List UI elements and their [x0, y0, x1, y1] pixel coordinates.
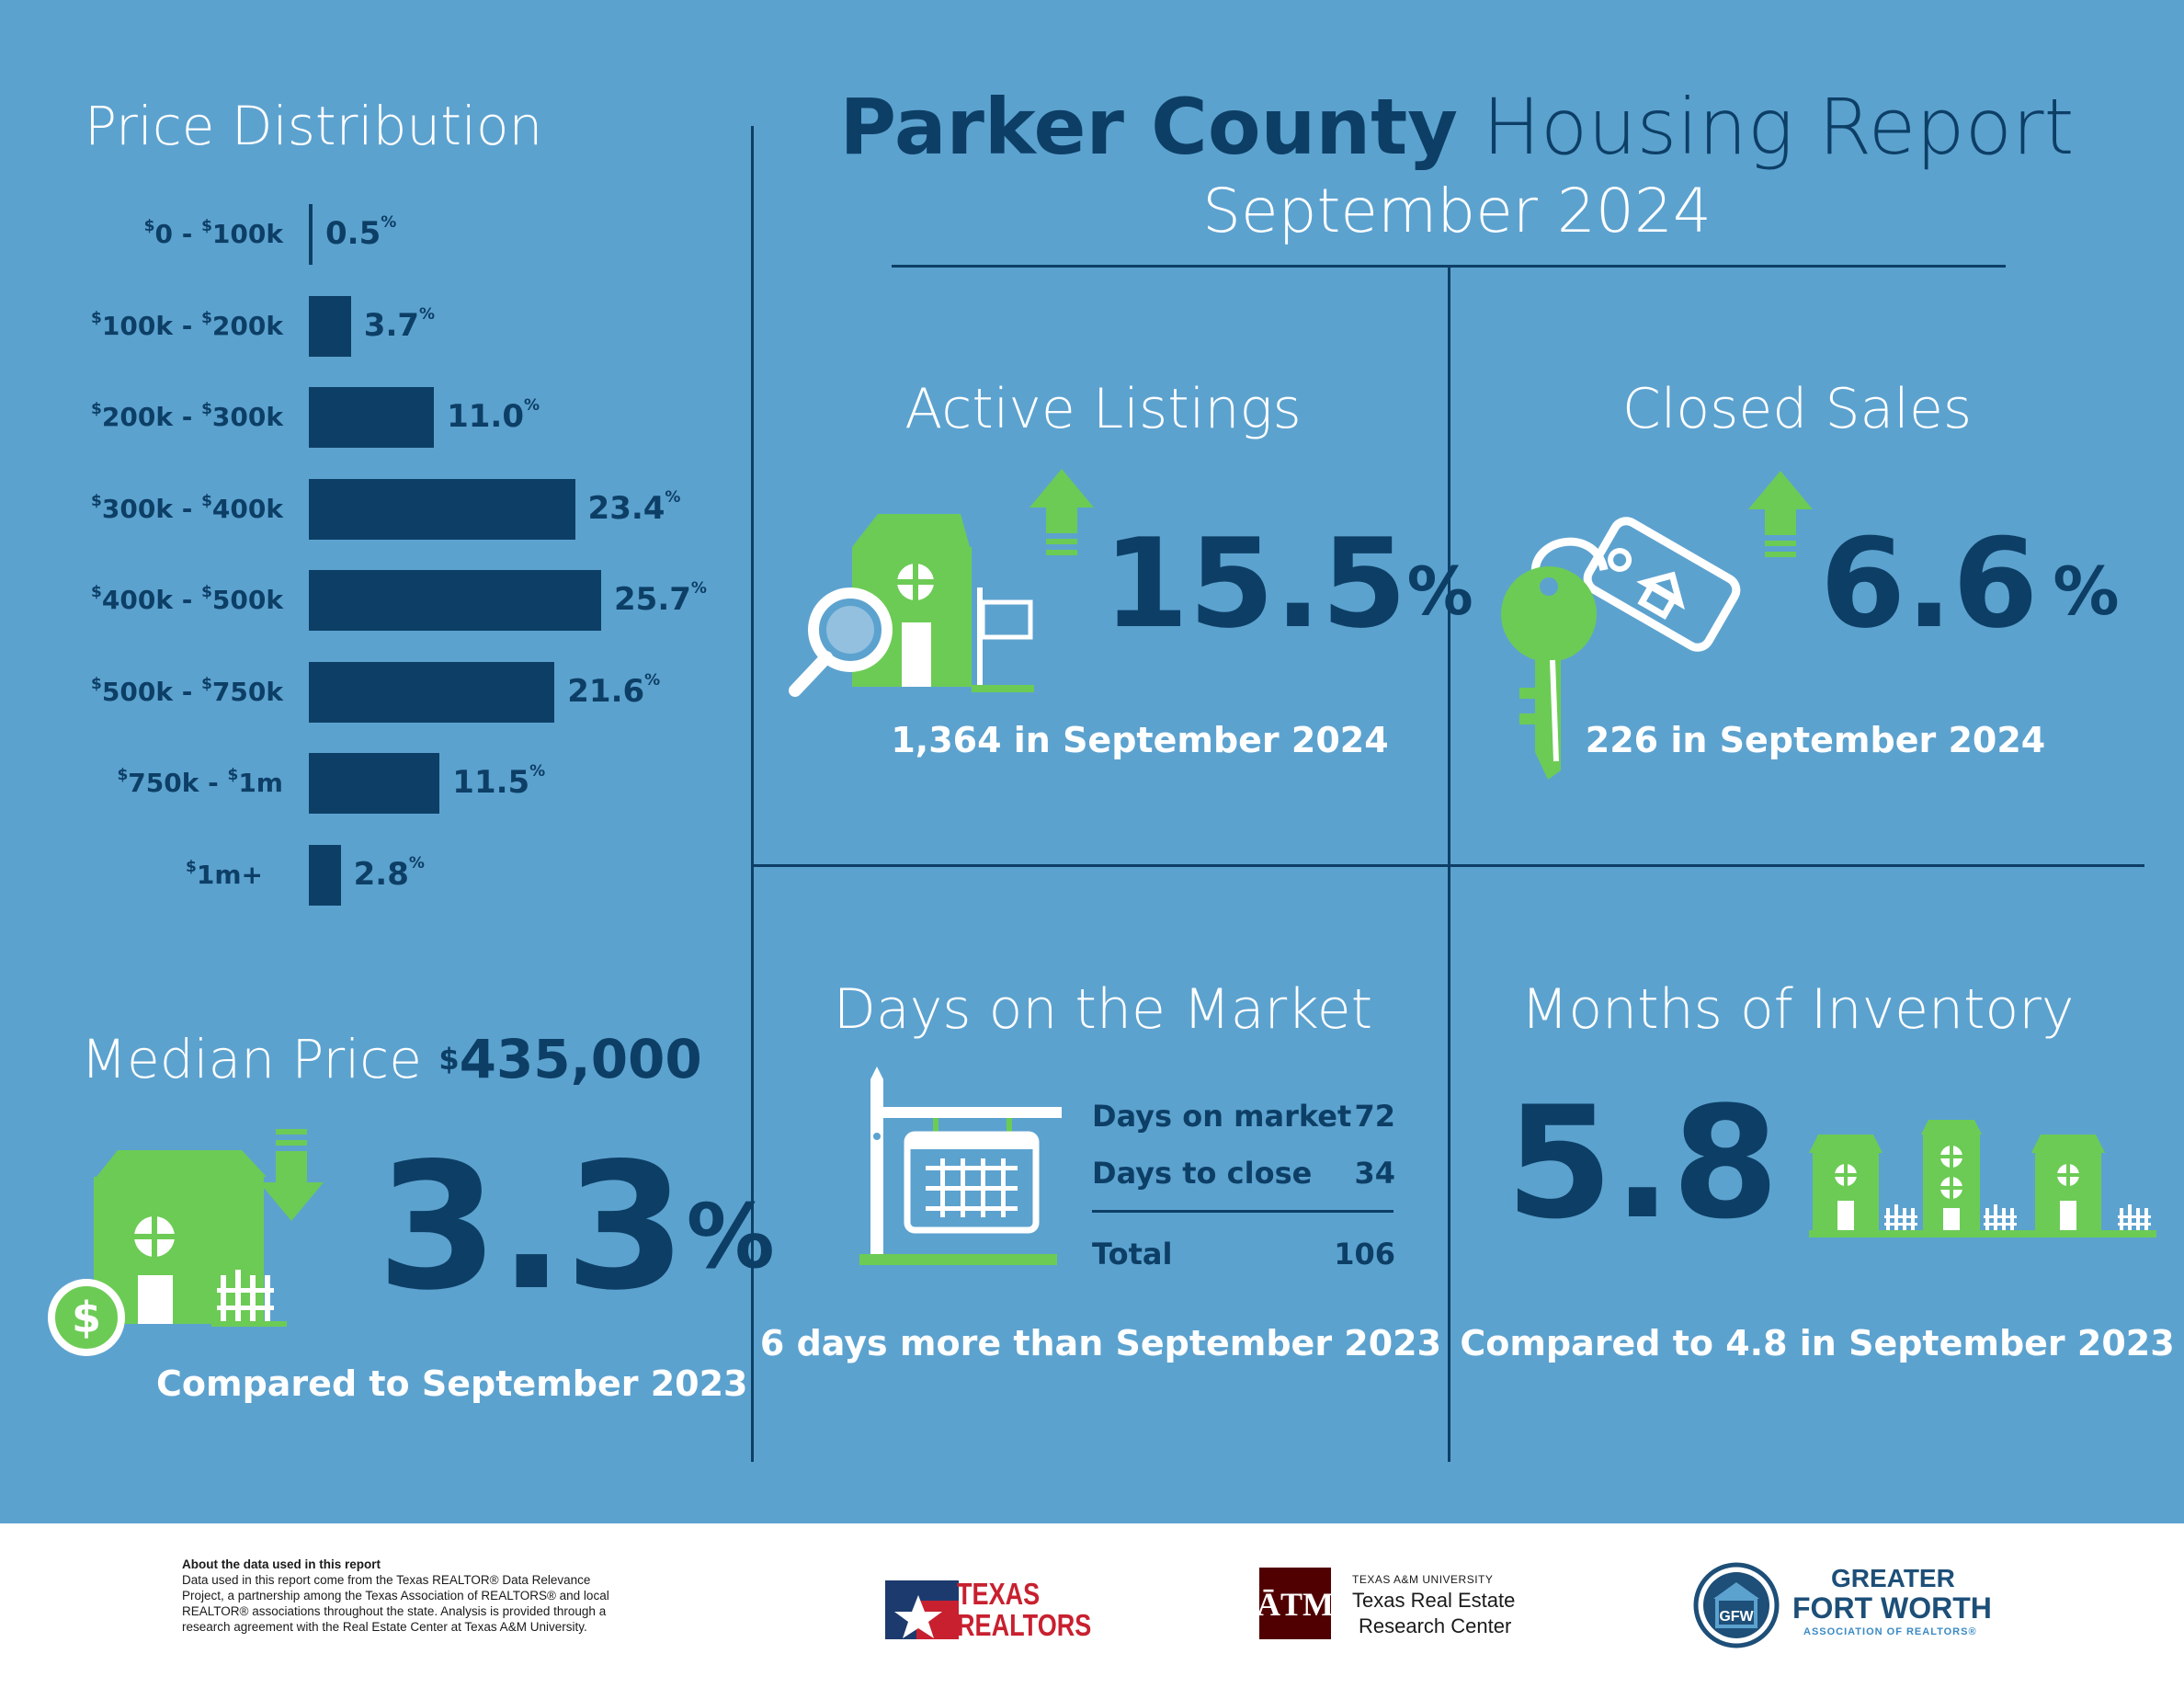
days-row-market-label: Days on market: [1092, 1099, 1352, 1134]
days-on-market-title: Days on the Market: [833, 977, 1373, 1042]
days-on-market-note: 6 days more than September 2023: [759, 1323, 1442, 1363]
svg-text:$: $: [72, 1293, 101, 1342]
bar-category-label: $0 - $100k: [143, 217, 283, 249]
about-data-line: Data used in this report come from the T…: [182, 1573, 591, 1587]
closed-sales-title: Closed Sales: [1621, 377, 1973, 441]
footer: About the data used in this report Data …: [0, 1523, 2184, 1688]
tamu-line-2: Research Center: [1359, 1614, 1512, 1637]
active-listings-title: Active Listings: [904, 377, 1302, 441]
atm-icon: ĀTM: [1257, 1586, 1334, 1623]
about-data-line: Project, a partnership among the Texas A…: [182, 1589, 609, 1602]
months-inventory-value: 5.8: [1506, 1073, 1780, 1253]
bar-category-label: $750k - $1m: [117, 766, 283, 798]
days-total-value: 106: [1334, 1237, 1395, 1272]
calendar-sign-icon: [859, 1066, 1062, 1265]
bar-category-label: $100k - $200k: [91, 308, 283, 341]
about-data-line: research agreement with the Real Estate …: [182, 1620, 587, 1634]
months-inventory-title: Months of Inventory: [1520, 977, 2075, 1042]
bar-category-label: $400k - $500k: [91, 583, 283, 615]
bar-value-label: 11.5%: [452, 762, 546, 801]
gfw-emblem-icon: GFW: [1693, 1562, 1780, 1648]
arrow-down-icon: [259, 1129, 324, 1221]
days-total-label: Total: [1092, 1237, 1173, 1272]
bar-category-label: $500k - $750k: [91, 674, 283, 707]
texas-realtors-logo: TEXAS REALTORS: [885, 1577, 1097, 1641]
tamu-logo: ĀTM TEXAS A&M UNIVERSITY Texas Real Esta…: [1257, 1568, 1535, 1641]
bar-value-label: 3.7%: [363, 304, 436, 344]
closed-sales-change: 6.6%: [1820, 512, 2120, 656]
median-price-line: Median Price $435,000: [81, 1022, 743, 1096]
vertical-divider-left: [751, 126, 754, 1462]
gfw-logo: GFW GREATER FORT WORTH ASSOCIATION OF RE…: [1693, 1560, 2006, 1652]
report-title: Parker County Housing Report: [800, 81, 2114, 173]
days-row-market-value: 72: [1354, 1099, 1395, 1134]
tamu-small-text: TEXAS A&M UNIVERSITY: [1352, 1573, 1494, 1586]
report-title-county: Parker County: [839, 82, 1459, 172]
bar: [309, 753, 440, 814]
days-row-market: Days on market 72: [1092, 1096, 1395, 1136]
key-tag-icon: [1501, 517, 1741, 780]
report-title-rest: Housing Report: [1482, 82, 2075, 172]
days-row-close-value: 34: [1354, 1156, 1395, 1191]
price-distribution-title: Price Distribution: [85, 95, 543, 157]
days-row-total: Total 106: [1092, 1234, 1395, 1274]
arrow-up-icon-closed: [1748, 471, 1813, 557]
report-subtitle: September 2024: [1202, 176, 1712, 246]
median-price-note: Compared to September 2023: [156, 1363, 748, 1404]
texas-realtors-text-2: REALTORS: [957, 1608, 1092, 1642]
texas-flag-star-icon: [885, 1580, 959, 1639]
horizontal-divider: [754, 864, 2144, 867]
house-search-icon: [789, 514, 1034, 697]
bar-category-label: $1m+: [186, 857, 263, 890]
active-listings-change: 15.5%: [1103, 512, 1473, 656]
bar: [309, 478, 575, 540]
median-price-label: Median Price: [81, 1028, 422, 1090]
about-data-title: About the data used in this report: [182, 1557, 381, 1571]
tamu-line-1: Texas Real Estate: [1352, 1589, 1516, 1612]
house-dollar-icon: $: [48, 1150, 287, 1356]
days-row-close: Days to close 34: [1092, 1153, 1395, 1193]
bar: [309, 570, 601, 631]
price-distribution-chart: $0 - $100k 0.5% $100k - $200k 3.7% $200k - $…: [0, 0, 751, 965]
gfw-line-2: FORT WORTH: [1792, 1591, 1992, 1625]
arrow-up-icon-active: [1029, 469, 1094, 555]
bar: [309, 661, 555, 723]
bar-value-label: 2.8%: [353, 853, 425, 893]
closed-sales-note: 226 in September 2024: [1585, 720, 2046, 760]
median-price-value: $435,000: [438, 1028, 702, 1090]
bar-value-label: 0.5%: [325, 213, 397, 252]
gfw-line-3: ASSOCIATION OF REALTORS®: [1803, 1626, 1977, 1637]
bar-value-label: 11.0%: [447, 396, 540, 435]
about-data-line: REALTOR® associations throughout the sta…: [182, 1604, 607, 1618]
title-underline: [892, 265, 2006, 268]
median-price-change: 3.3%: [377, 1125, 775, 1329]
active-listings-note: 1,364 in September 2024: [891, 720, 1389, 760]
report-panel: Parker County Housing Report September 2…: [0, 0, 2184, 1523]
bar: [309, 844, 341, 906]
bar-category-label: $200k - $300k: [91, 400, 283, 432]
three-houses-icon: [1809, 1120, 2156, 1237]
bar: [309, 387, 435, 448]
tamu-atm-mark: ĀTM: [1257, 1568, 1334, 1639]
bar-value-label: 25.7%: [614, 579, 707, 618]
svg-text:GFW: GFW: [1719, 1609, 1754, 1625]
months-inventory-note: Compared to 4.8 in September 2023: [1460, 1323, 2175, 1363]
gfw-line-1: GREATER: [1831, 1564, 1955, 1592]
bar-value-label: 23.4%: [587, 487, 681, 527]
days-total-rule: [1092, 1210, 1393, 1213]
about-data: About the data used in this report Data …: [182, 1557, 697, 1635]
texas-realtors-text-1: TEXAS: [957, 1577, 1041, 1611]
bar: [309, 204, 313, 265]
bar-value-label: 21.6%: [567, 670, 661, 710]
svg-text:ĀTM: ĀTM: [1259, 1586, 1331, 1623]
bar-category-label: $300k - $400k: [91, 491, 283, 524]
bar: [309, 295, 351, 357]
days-row-close-label: Days to close: [1092, 1156, 1313, 1191]
